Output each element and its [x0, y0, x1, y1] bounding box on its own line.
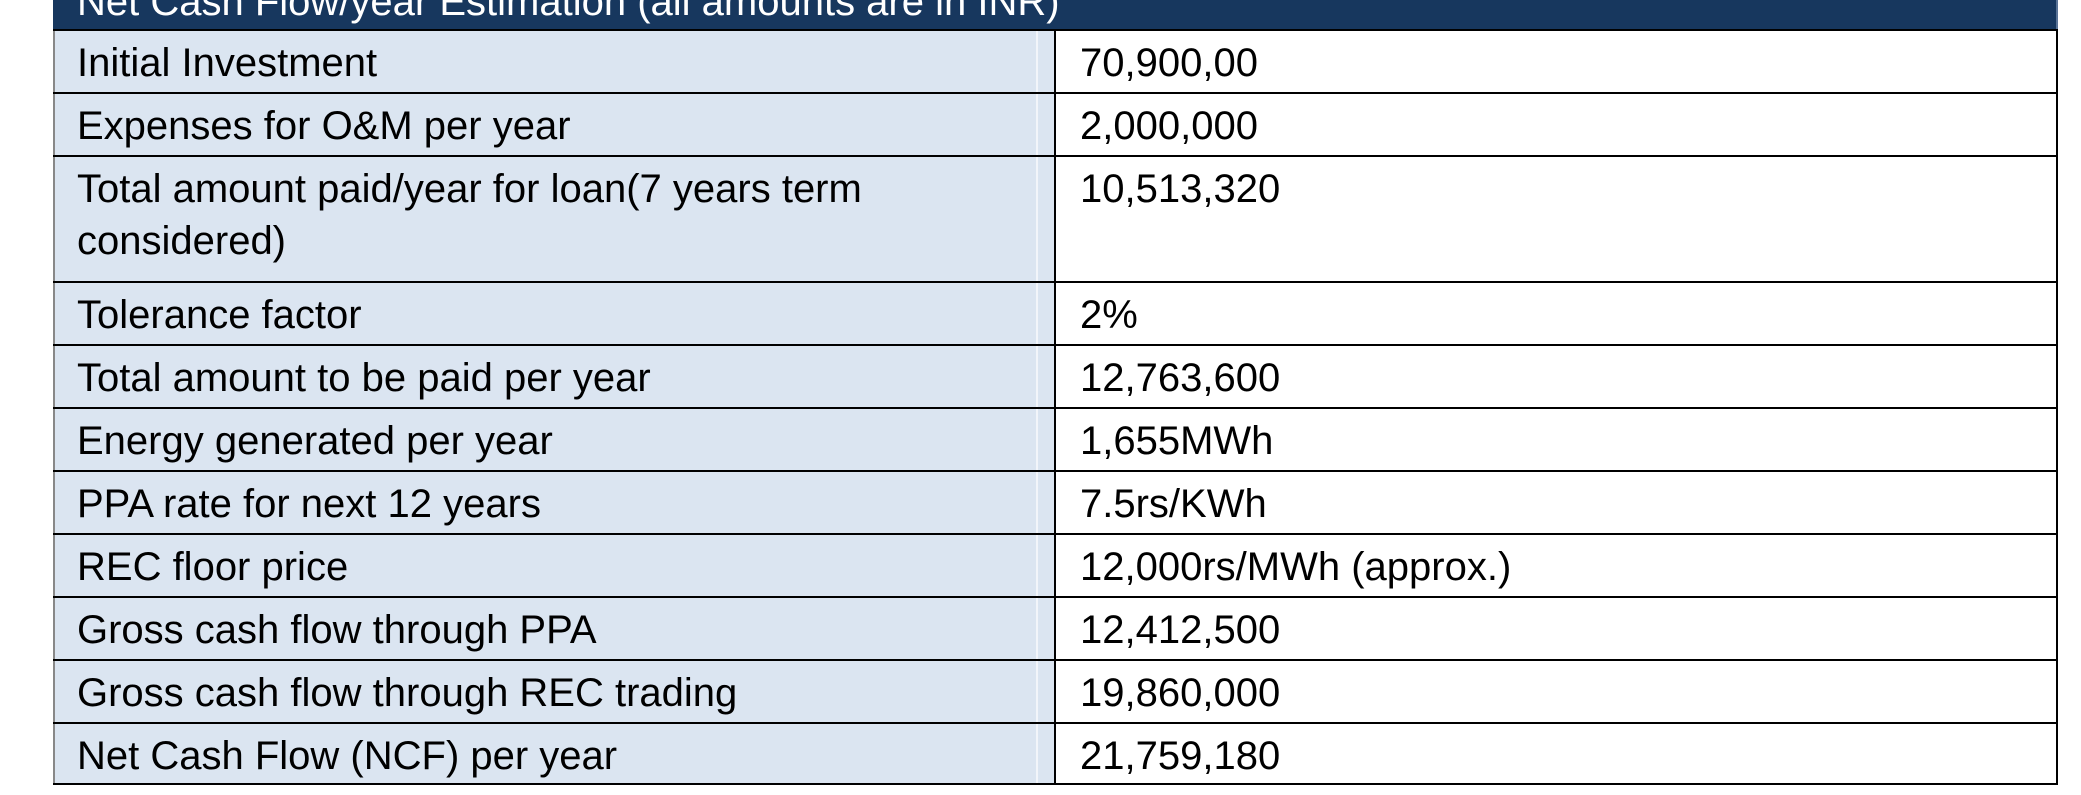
row-label-text: REC floor price [77, 545, 349, 589]
row-label: Total amount paid/year for loan(7 years … [53, 157, 1060, 281]
table-header: Net Cash Flow/year Estimation (all amoun… [53, 0, 2058, 29]
row-value: 19,860,000 [1054, 661, 2058, 722]
table-row: Gross cash flow through REC trading 19,86… [53, 659, 2058, 722]
row-label-text: PPA rate for next 12 years [77, 482, 541, 526]
row-label-text: Total amount paid/year for loan(7 years … [77, 167, 862, 263]
row-label: Gross cash flow through PPA [53, 598, 1060, 659]
row-label: Total amount to be paid per year [53, 346, 1060, 407]
table: Net Cash Flow/year Estimation (all amoun… [53, 0, 2058, 785]
row-label-text: Gross cash flow through REC trading [77, 671, 738, 715]
row-label: PPA rate for next 12 years [53, 472, 1060, 533]
table-row: Net Cash Flow (NCF) per year 21,759,180 [53, 722, 2058, 785]
row-label: Initial Investment [53, 31, 1060, 92]
table-row: Gross cash flow through PPA 12,412,500 [53, 596, 2058, 659]
row-value: 12,000rs/MWh (approx.) [1054, 535, 2058, 596]
table-row: Expenses for O&M per year 2,000,000 [53, 92, 2058, 155]
row-value: 2,000,000 [1054, 94, 2058, 155]
row-label-text: Gross cash flow through PPA [77, 608, 597, 652]
row-value: 12,763,600 [1054, 346, 2058, 407]
row-value: 12,412,500 [1054, 598, 2058, 659]
row-label: Expenses for O&M per year [53, 94, 1060, 155]
row-value: 1,655MWh [1054, 409, 2058, 470]
row-label-text: Tolerance factor [77, 293, 362, 337]
table-row: Energy generated per year 1,655MWh [53, 407, 2058, 470]
table-title: Net Cash Flow/year Estimation (all amoun… [77, 0, 1060, 24]
row-value: 7.5rs/KWh [1054, 472, 2058, 533]
row-label: Energy generated per year [53, 409, 1060, 470]
row-label: Tolerance factor [53, 283, 1060, 344]
row-label: REC floor price [53, 535, 1060, 596]
table-row: REC floor price 12,000rs/MWh (approx.) [53, 533, 2058, 596]
row-label-text: Initial Investment [77, 41, 378, 85]
row-label-text: Total amount to be paid per year [77, 356, 651, 400]
row-value: 2% [1054, 283, 2058, 344]
table-row: Total amount paid/year for loan(7 years … [53, 155, 2058, 281]
table-row: Tolerance factor 2% [53, 281, 2058, 344]
row-label: Net Cash Flow (NCF) per year [53, 724, 1060, 783]
row-value: 21,759,180 [1054, 724, 2058, 783]
row-label-text: Expenses for O&M per year [77, 104, 571, 148]
row-value: 10,513,320 [1054, 157, 2058, 281]
row-label-text: Net Cash Flow (NCF) per year [77, 734, 618, 778]
row-label-text: Energy generated per year [77, 419, 553, 463]
row-label: Gross cash flow through REC trading [53, 661, 1060, 722]
table-row: Initial Investment 70,900,00 [53, 29, 2058, 92]
row-value: 70,900,00 [1054, 31, 2058, 92]
table-row: Total amount to be paid per year 12,763,6… [53, 344, 2058, 407]
table-row: PPA rate for next 12 years 7.5rs/KWh [53, 470, 2058, 533]
